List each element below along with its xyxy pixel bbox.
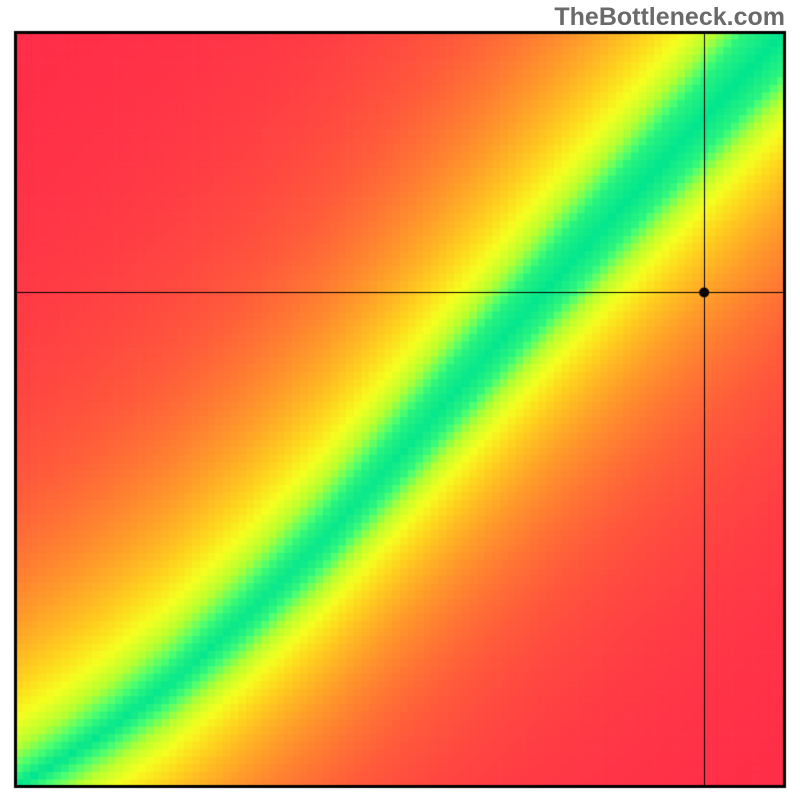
chart-container: TheBottleneck.com <box>0 0 800 800</box>
watermark-label: TheBottleneck.com <box>554 3 785 32</box>
crosshair-overlay <box>0 0 800 800</box>
